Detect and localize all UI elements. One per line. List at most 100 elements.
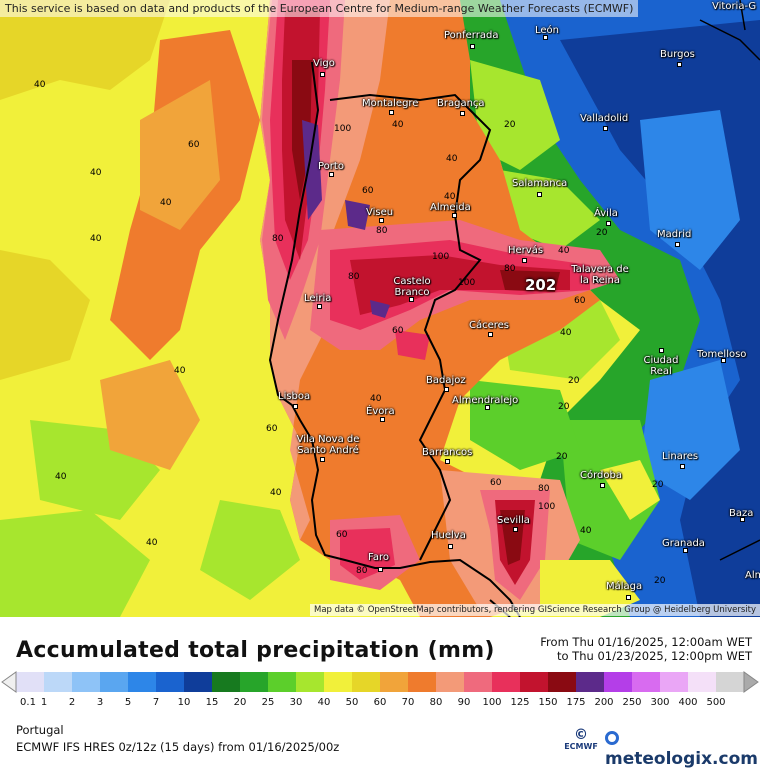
city-label-baza: Baza xyxy=(729,508,754,519)
city-label-sevilla: Sevilla xyxy=(497,515,530,526)
city-label-badajoz: Badajoz xyxy=(426,375,466,386)
contour-label: 40 xyxy=(558,246,570,256)
city-label-porto: Porto xyxy=(318,161,344,172)
city-marker xyxy=(293,404,298,409)
colorbar-tick-label: 150 xyxy=(538,697,558,708)
colorbar-tick-label: 7 xyxy=(152,697,160,708)
colorbar-tick-label: 25 xyxy=(261,697,275,708)
colorbar-cell xyxy=(16,672,45,692)
colorbar-tick-label: 3 xyxy=(96,697,104,708)
colorbar-cell xyxy=(100,672,129,692)
colorbar-cell xyxy=(436,672,465,692)
ecmwf-attribution: This service is based on data and produc… xyxy=(0,0,639,17)
contour-label: 40 xyxy=(55,472,67,482)
city-marker xyxy=(329,172,334,177)
contour-label: 40 xyxy=(90,168,102,178)
colorbar-cell xyxy=(296,672,325,692)
meteologix-logo-icon xyxy=(605,731,619,745)
colorbar-cell xyxy=(604,672,633,692)
contour-label: 40 xyxy=(146,538,158,548)
city-marker xyxy=(378,567,383,572)
colorbar-cell xyxy=(660,672,689,692)
colorbar-left-arrow xyxy=(1,671,17,693)
contour-label: 80 xyxy=(504,264,516,274)
city-label-barrancos: Barrancos xyxy=(422,447,473,458)
city-marker xyxy=(600,483,605,488)
colorbar-tick-label: 250 xyxy=(622,697,642,708)
contour-label: 80 xyxy=(348,272,360,282)
contour-label: 80 xyxy=(376,226,388,236)
colorbar-tick-label: 10 xyxy=(177,697,191,708)
city-marker xyxy=(603,126,608,131)
colorbar-cell xyxy=(380,672,409,692)
city-marker xyxy=(675,242,680,247)
city-label-lisboa: Lisboa xyxy=(278,391,311,402)
colorbar-tick-label: 300 xyxy=(650,697,670,708)
colorbar-tick-label: 400 xyxy=(678,697,698,708)
city-label-madrid: Madrid xyxy=(657,229,692,240)
colorbar-tick-label: 80 xyxy=(429,697,443,708)
contour-label: 40 xyxy=(580,526,592,536)
colorbar-cell xyxy=(716,672,745,692)
precipitation-map[interactable]: This service is based on data and produc… xyxy=(0,0,760,617)
colorbar-cell xyxy=(128,672,157,692)
colorbar-tick-label: 30 xyxy=(289,697,303,708)
city-label-hervas: Hervás xyxy=(508,245,544,256)
colorbar-tick-label: 70 xyxy=(401,697,415,708)
colorbar-tick-label: 40 xyxy=(317,697,331,708)
city-label-braganca: Bragança xyxy=(437,98,485,109)
city-marker xyxy=(485,405,490,410)
contour-label: 100 xyxy=(334,124,352,134)
colorbar-tick-label: 500 xyxy=(706,697,726,708)
contour-label: 20 xyxy=(568,376,580,386)
city-marker xyxy=(445,459,450,464)
colorbar-tick-label: 60 xyxy=(373,697,387,708)
contour-label: 40 xyxy=(174,366,186,376)
city-label-granada: Granada xyxy=(662,538,705,549)
city-label-ponferrada: Ponferrada xyxy=(444,30,499,41)
city-marker xyxy=(448,544,453,549)
ecmwf-logo[interactable]: © ECMWF xyxy=(561,728,601,751)
colorbar-cell xyxy=(324,672,353,692)
city-label-vigo: Vigo xyxy=(313,58,335,69)
city-marker xyxy=(317,304,322,309)
colorbar-tick-label: 200 xyxy=(594,697,614,708)
contour-label: 60 xyxy=(336,530,348,540)
contour-label: 60 xyxy=(392,326,404,336)
city-label-almendralejo: Almendralejo xyxy=(452,395,519,406)
colorbar-tick-label: 0.1 xyxy=(20,697,36,708)
contour-label: 60 xyxy=(490,478,502,488)
contour-label: 100 xyxy=(538,502,556,512)
city-marker xyxy=(444,387,449,392)
colorbar-cell xyxy=(688,672,717,692)
contour-label: 40 xyxy=(392,120,404,130)
colorbar-cell xyxy=(268,672,297,692)
city-marker xyxy=(513,527,518,532)
meteologix-logo[interactable]: meteologix.com xyxy=(605,729,760,769)
city-label-castelo-branco: Castelo Branco xyxy=(393,276,431,298)
city-marker xyxy=(320,457,325,462)
contour-label: 40 xyxy=(160,198,172,208)
city-label-vitoria: Vitoria-G xyxy=(712,1,757,12)
colorbar-cell xyxy=(156,672,185,692)
contour-label: 40 xyxy=(34,80,46,90)
colorbar-right-arrow xyxy=(743,671,759,693)
forecast-period: From Thu 01/16/2025, 12:00am WET to Thu … xyxy=(540,635,752,663)
colorbar-cell xyxy=(576,672,605,692)
contour-label: 20 xyxy=(504,120,516,130)
city-label-cordoba: Córdoba xyxy=(580,470,622,481)
map-data-attribution[interactable]: Map data © OpenStreetMap contributors, r… xyxy=(310,604,760,616)
colorbar-cell xyxy=(464,672,493,692)
colorbar-cell xyxy=(184,672,213,692)
colorbar-tick-label: 50 xyxy=(345,697,359,708)
city-label-leiria: Leiria xyxy=(304,293,332,304)
colorbar-tick-label: 5 xyxy=(124,697,132,708)
colorbar-tick-label: 2 xyxy=(68,697,76,708)
city-marker xyxy=(452,213,457,218)
period-from: From Thu 01/16/2025, 12:00am WET xyxy=(540,635,752,649)
city-label-almeida: Almeida xyxy=(430,202,471,213)
colorbar-cell xyxy=(212,672,241,692)
contour-label: 40 xyxy=(444,192,456,202)
city-marker xyxy=(470,44,475,49)
city-label-talavera: Talavera de la Reina xyxy=(571,264,629,286)
